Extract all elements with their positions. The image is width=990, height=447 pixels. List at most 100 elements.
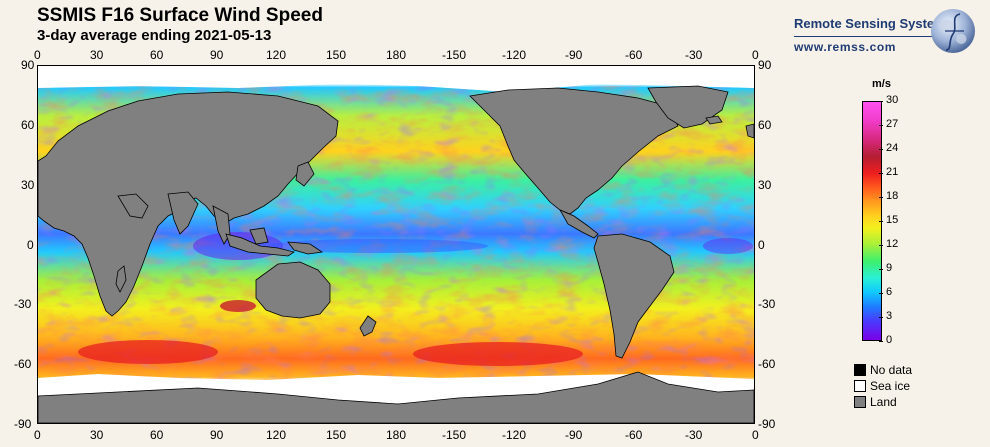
land xyxy=(38,85,754,423)
lon-tick-label: 0 xyxy=(34,428,41,442)
lon-tick-label: -120 xyxy=(502,48,527,62)
colorbar-tick-mark xyxy=(879,317,883,318)
lon-tick-label: 180 xyxy=(386,48,407,62)
lat-tick-label: 90 xyxy=(21,58,35,72)
colorbar-tick-label: 21 xyxy=(886,166,899,178)
lat-tick-label: -60 xyxy=(14,357,32,371)
lat-tick-label: 30 xyxy=(758,178,772,192)
globe-icon xyxy=(931,9,975,53)
lat-tick-label: 0 xyxy=(758,238,765,252)
lat-tick-label: 90 xyxy=(758,58,772,72)
land-uk xyxy=(745,123,754,139)
lon-tick-label: -90 xyxy=(565,428,583,442)
lon-tick-label: -60 xyxy=(625,428,643,442)
colorbar-tick-mark xyxy=(879,293,883,294)
brand-divider xyxy=(794,36,952,37)
colorbar-tick-mark xyxy=(879,221,883,222)
colorbar-tick-label: 6 xyxy=(886,286,893,298)
legend-key-label: No data xyxy=(870,362,913,377)
lat-tick-label: 0 xyxy=(27,238,34,252)
page-title: SSMIS F16 Surface Wind Speed xyxy=(37,5,323,26)
lon-tick-label: -30 xyxy=(685,48,703,62)
calm-zone xyxy=(268,239,488,253)
legend-key-label: Land xyxy=(870,394,897,409)
lat-tick-label: -30 xyxy=(14,297,32,311)
lon-tick-label: 150 xyxy=(326,428,347,442)
high-wind-band xyxy=(413,342,583,366)
land-new-guinea xyxy=(287,241,324,255)
colorbar-tick-mark xyxy=(879,125,883,126)
lat-tick-label: 30 xyxy=(21,178,35,192)
brand-url[interactable]: www.remss.com xyxy=(794,40,897,54)
legend-key-item: Land xyxy=(854,394,897,409)
colorbar-tick-label: 18 xyxy=(886,190,899,202)
lat-tick-label: -60 xyxy=(758,357,776,371)
colorbar-tick-mark xyxy=(879,173,883,174)
lat-tick-label: 60 xyxy=(758,118,772,132)
lon-tick-label: 0 xyxy=(752,48,759,62)
lat-tick-label: -90 xyxy=(14,417,32,431)
legend-swatch xyxy=(854,395,866,408)
land-arabia xyxy=(117,193,149,219)
land-south-america xyxy=(593,233,675,359)
legend-swatch xyxy=(854,379,866,392)
colorbar-tick-label: 3 xyxy=(886,310,893,322)
lat-tick-label: -30 xyxy=(758,297,776,311)
lon-tick-label: 120 xyxy=(266,48,287,62)
lon-tick-label: -30 xyxy=(685,428,703,442)
lon-tick-label: 0 xyxy=(34,48,41,62)
lon-tick-label: 30 xyxy=(90,48,104,62)
page-subtitle: 3-day average ending 2021-05-13 xyxy=(37,27,272,44)
land-australia xyxy=(255,261,331,319)
lon-tick-label: 90 xyxy=(210,428,224,442)
lon-tick-label: 180 xyxy=(386,428,407,442)
colorbar-tick-label: 15 xyxy=(886,214,899,226)
lon-tick-label: 150 xyxy=(326,48,347,62)
high-wind-band xyxy=(220,300,256,312)
land-eurasia-africa xyxy=(38,91,339,317)
land-borneo xyxy=(249,227,269,245)
lon-tick-label: -120 xyxy=(502,428,527,442)
brand-logo[interactable]: Remote Sensing Systems www.remss.com xyxy=(794,9,982,66)
lat-tick-label: 60 xyxy=(21,118,35,132)
legend-key-label: Sea ice xyxy=(870,378,911,393)
colorbar-tick-label: 12 xyxy=(886,238,899,250)
brand-name: Remote Sensing Systems xyxy=(794,16,953,31)
wind-speed-map[interactable] xyxy=(37,65,755,424)
land-north-america xyxy=(469,87,679,215)
lon-tick-label: 60 xyxy=(150,48,164,62)
land-india xyxy=(167,191,199,235)
lon-tick-label: -60 xyxy=(625,48,643,62)
map-canvas xyxy=(38,66,754,423)
legend-key-item: No data xyxy=(854,362,913,377)
colorbar-tick-mark xyxy=(879,197,883,198)
colorbar-tick-label: 0 xyxy=(886,334,893,346)
land-iceland xyxy=(705,115,723,125)
land-antarctica xyxy=(38,371,754,423)
colorbar-tick-mark xyxy=(879,149,883,150)
land-new-zealand xyxy=(359,315,377,337)
lon-tick-label: 0 xyxy=(752,428,759,442)
sea-ice xyxy=(38,66,754,92)
colorbar-tick-label: 9 xyxy=(886,262,893,274)
lon-tick-label: 60 xyxy=(150,428,164,442)
colorbar-tick-mark xyxy=(879,269,883,270)
legend-swatch xyxy=(854,363,866,376)
lon-tick-label: 30 xyxy=(90,428,104,442)
lon-tick-label: 120 xyxy=(266,428,287,442)
land-indonesia xyxy=(225,233,295,257)
colorbar-tick-mark xyxy=(879,245,883,246)
lat-tick-label: -90 xyxy=(758,417,776,431)
land-central-america xyxy=(559,209,599,239)
lon-tick-label: -90 xyxy=(565,48,583,62)
calm-zone xyxy=(703,238,753,254)
lon-tick-label: -150 xyxy=(442,428,467,442)
land-madagascar xyxy=(115,265,127,293)
lon-tick-label: 90 xyxy=(210,48,224,62)
colorbar-tick-mark xyxy=(879,101,883,102)
colorbar-tick-label: 27 xyxy=(886,118,899,130)
lon-tick-label: -150 xyxy=(442,48,467,62)
colorbar-tick-mark xyxy=(879,341,883,342)
colorbar-units: m/s xyxy=(872,78,891,90)
colorbar-tick-label: 30 xyxy=(886,94,899,106)
